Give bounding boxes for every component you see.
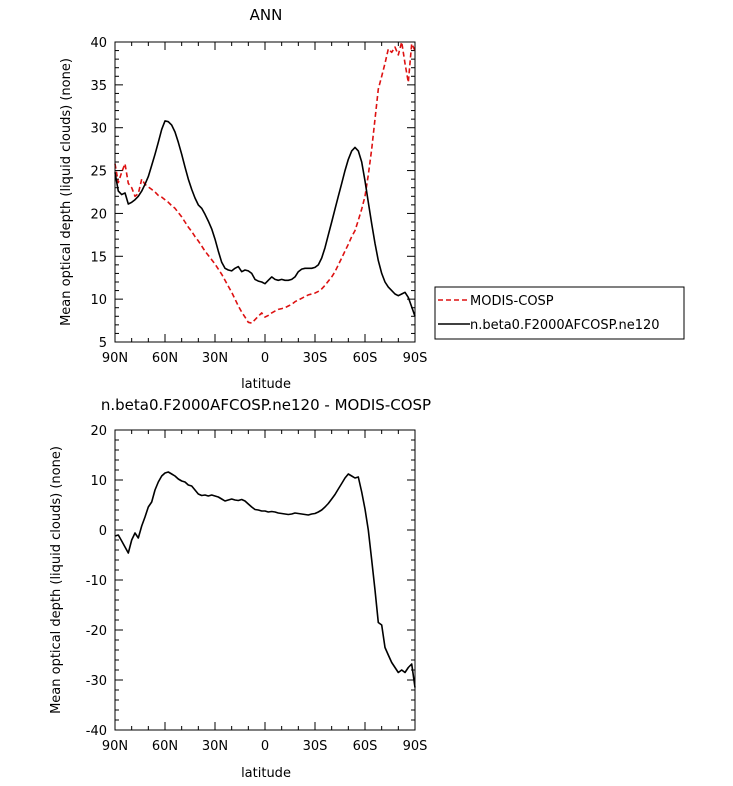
bottom-chart-lines (114, 471, 416, 688)
top-y-tick-label: 10 (90, 293, 107, 308)
top-y-tick-label: 30 (90, 122, 107, 137)
bottom-y-tick-label: -10 (86, 574, 107, 589)
bottom-x-tick-label: 0 (261, 739, 269, 754)
bottom-y-tick-label: 10 (90, 474, 107, 489)
top-x-tick-label: 90N (102, 351, 128, 366)
top-y-tick-label: 40 (90, 36, 107, 51)
top-chart-title: ANN (250, 6, 283, 24)
legend-box (434, 286, 685, 340)
bottom-y-tick-label: 0 (99, 524, 107, 539)
bottom-x-tick-label: 90N (102, 739, 128, 754)
top-y-tick-label: 15 (90, 250, 107, 265)
bottom-chart: n.beta0.F2000AFCOSP.ne120 - MODIS-COSP 9… (49, 396, 431, 781)
legend-label-modis: MODIS-COSP (470, 294, 554, 309)
bottom-x-tick-label: 30N (202, 739, 228, 754)
bottom-chart-title: n.beta0.F2000AFCOSP.ne120 - MODIS-COSP (101, 396, 431, 414)
bottom-y-tick-label: -40 (86, 724, 107, 739)
top-y-tick-label: 35 (90, 79, 107, 94)
top-y-tick-label: 5 (99, 336, 107, 351)
top-x-axis-title: latitude (241, 377, 291, 392)
top-x-tick-label: 30N (202, 351, 228, 366)
bottom-y-axis-title: Mean optical depth (liquid clouds) (none… (49, 446, 64, 714)
bottom-x-tick-label: 60S (353, 739, 378, 754)
top-x-tick-label: 30S (303, 351, 328, 366)
top-x-tick-label: 90S (403, 351, 428, 366)
top-x-tick-label: 0 (261, 351, 269, 366)
bottom-plot-frame (114, 429, 416, 731)
top-y-tick-label: 25 (90, 165, 107, 180)
top-plot-frame (114, 41, 416, 343)
top-chart: ANN 90N 60N 30N 0 30S 60S 90S 5 10 15 20 25 30 35 40 l… (59, 6, 685, 392)
bottom-x-axis-title: latitude (241, 766, 291, 781)
bottom-chart-ticks: 90N 60N 30N 0 30S 60S 90S -40 -30 -20 -10 0 10 20 (86, 424, 428, 754)
bottom-series-line-0 (114, 471, 416, 688)
top-series-line-0 (114, 41, 416, 324)
top-x-tick-label: 60N (152, 351, 178, 366)
top-series-line-1 (114, 120, 416, 317)
top-y-axis-title: Mean optical depth (liquid clouds) (none… (59, 58, 74, 326)
legend-label-model: n.beta0.F2000AFCOSP.ne120 (470, 318, 660, 333)
top-chart-lines (114, 41, 416, 324)
legend: MODIS-COSP n.beta0.F2000AFCOSP.ne120 (434, 286, 685, 340)
top-y-tick-label: 20 (90, 207, 107, 222)
bottom-x-tick-label: 60N (152, 739, 178, 754)
top-x-tick-label: 60S (353, 351, 378, 366)
bottom-x-tick-label: 90S (403, 739, 428, 754)
top-chart-ticks: 90N 60N 30N 0 30S 60S 90S 5 10 15 20 25 30 35 40 (90, 36, 427, 366)
bottom-x-tick-label: 30S (303, 739, 328, 754)
bottom-y-tick-label: 20 (90, 424, 107, 439)
bottom-y-tick-label: -30 (86, 674, 107, 689)
bottom-y-tick-label: -20 (86, 624, 107, 639)
